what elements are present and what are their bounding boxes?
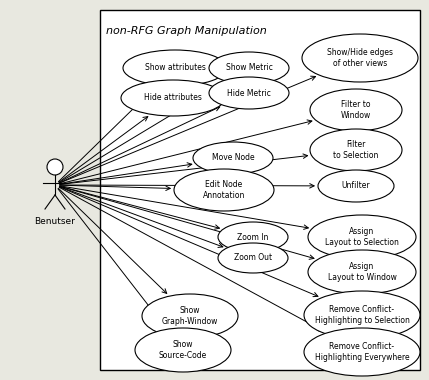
Ellipse shape [123, 50, 227, 86]
Text: Show Metric: Show Metric [226, 63, 272, 73]
Ellipse shape [304, 291, 420, 339]
Text: Show attributes: Show attributes [145, 63, 205, 73]
Text: non-RFG Graph Manipulation: non-RFG Graph Manipulation [106, 26, 267, 36]
Text: Filter to
Window: Filter to Window [341, 100, 371, 120]
Ellipse shape [174, 169, 274, 211]
Text: Assign
Layout to Window: Assign Layout to Window [328, 262, 396, 282]
Bar [100, 10, 420, 370]
Text: Benutser: Benutser [35, 217, 76, 226]
Text: Remove Conflict-
Highlighting Everywhere: Remove Conflict- Highlighting Everywhere [315, 342, 409, 362]
Ellipse shape [121, 80, 225, 116]
Ellipse shape [142, 294, 238, 338]
Text: Remove Conflict-
Highlighting to Selection: Remove Conflict- Highlighting to Selecti… [314, 305, 409, 325]
Ellipse shape [218, 222, 288, 252]
Ellipse shape [304, 328, 420, 376]
Ellipse shape [218, 243, 288, 273]
Text: Show/Hide edges
of other views: Show/Hide edges of other views [327, 48, 393, 68]
Ellipse shape [209, 52, 289, 84]
Text: Filter
to Selection: Filter to Selection [333, 140, 379, 160]
Ellipse shape [310, 129, 402, 171]
Circle shape [47, 159, 63, 175]
Text: Hide attributes: Hide attributes [144, 93, 202, 103]
Ellipse shape [302, 34, 418, 82]
Ellipse shape [318, 170, 394, 202]
Text: Show
Source-Code: Show Source-Code [159, 340, 207, 360]
Text: Unfilter: Unfilter [341, 182, 370, 190]
Ellipse shape [308, 250, 416, 294]
Text: Zoom Out: Zoom Out [234, 253, 272, 263]
Text: Assign
Layout to Selection: Assign Layout to Selection [325, 227, 399, 247]
Ellipse shape [209, 77, 289, 109]
Ellipse shape [193, 142, 273, 174]
Text: Show
Graph-Window: Show Graph-Window [162, 306, 218, 326]
Ellipse shape [310, 89, 402, 131]
Text: Move Node: Move Node [211, 154, 254, 163]
Text: Edit Node
Annotation: Edit Node Annotation [203, 180, 245, 200]
Text: Zoom In: Zoom In [237, 233, 269, 242]
Ellipse shape [308, 215, 416, 259]
Ellipse shape [135, 328, 231, 372]
Text: Hide Metric: Hide Metric [227, 89, 271, 98]
